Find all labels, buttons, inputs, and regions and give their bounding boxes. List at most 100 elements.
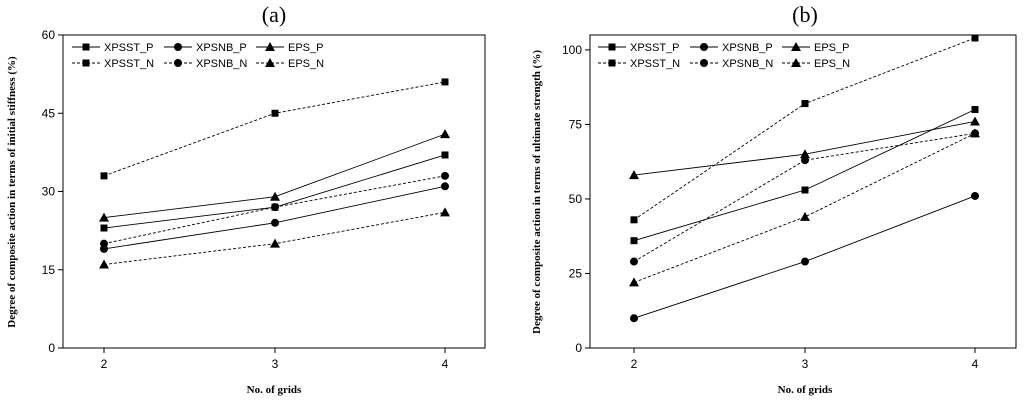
legend-marker	[174, 43, 182, 51]
y-tick-label: 45	[42, 106, 56, 120]
data-point	[270, 238, 280, 248]
y-axis-a: 0 15 30 45 60	[42, 28, 63, 355]
legend-item: XPSNB_P	[164, 42, 247, 54]
data-point	[100, 172, 108, 180]
x-tick-label: 3	[272, 357, 279, 371]
y-tick-label: 60	[42, 28, 56, 42]
plot-frame-b	[589, 34, 1017, 349]
legend-label: EPS_P	[814, 42, 849, 54]
legend-item: XPSST_N	[598, 58, 680, 70]
x-tick-label: 4	[972, 357, 979, 371]
legend-label: EPS_P	[288, 42, 323, 54]
legend-marker	[608, 59, 616, 67]
series-line	[633, 121, 976, 176]
x-axis-b: 2 3 4	[631, 348, 979, 371]
legend-item: EPS_P	[256, 42, 323, 54]
data-point	[629, 277, 639, 287]
data-point	[441, 171, 449, 180]
x-axis-title-b: No. of grids	[778, 384, 833, 396]
series-line	[633, 132, 976, 283]
legend-marker	[265, 58, 275, 67]
legend-marker	[82, 43, 90, 51]
y-tick-label: 50	[569, 192, 583, 206]
data-point	[970, 128, 980, 138]
y-tick-label: 0	[575, 341, 582, 355]
legend-label: XPSNB_N	[722, 58, 773, 70]
legend-marker	[82, 59, 90, 67]
legend-label: XPSST_P	[630, 42, 680, 54]
data-point	[100, 224, 108, 232]
data-point	[801, 257, 809, 266]
legend-label: EPS_N	[814, 58, 850, 70]
legend-a: XPSST_P XPSNB_P EPS_P XPSST_N XPSNB_N EPS_N	[72, 42, 324, 70]
series-line	[633, 109, 976, 242]
data-point	[271, 109, 279, 117]
y-axis-title-b: Degree of composite action in terms of u…	[531, 50, 543, 334]
data-point	[441, 151, 449, 159]
data-point	[800, 211, 810, 221]
x-tick-label: 4	[442, 357, 449, 371]
legend-item: EPS_P	[782, 42, 849, 54]
series-eps-n	[99, 207, 450, 269]
legend-item: EPS_N	[256, 58, 324, 70]
data-point	[630, 216, 638, 224]
data-point	[100, 239, 108, 248]
series-line	[103, 81, 446, 177]
y-tick-label: 30	[42, 185, 56, 199]
data-point	[800, 149, 810, 159]
series-xpsnb-p	[630, 191, 979, 323]
data-point	[971, 34, 979, 42]
data-point	[271, 218, 279, 227]
legend-marker	[265, 42, 275, 51]
data-point	[971, 106, 979, 114]
series-xpsnb-n	[630, 129, 979, 266]
data-point	[630, 257, 638, 266]
legend-label: XPSST_P	[104, 42, 154, 54]
legend-item: XPSST_N	[72, 58, 154, 70]
data-point	[801, 186, 809, 194]
legend-label: XPSNB_N	[196, 58, 247, 70]
data-point	[440, 129, 450, 139]
series-xpsst-n	[100, 78, 449, 180]
y-tick-label: 15	[42, 263, 56, 277]
y-tick-label: 100	[562, 43, 582, 57]
data-point	[441, 78, 449, 86]
legend-item: XPSNB_N	[164, 58, 247, 70]
data-point	[270, 191, 280, 201]
chart-panel-b: (b) 0 25 50 75 100 2 3 4 No. of grids Degree o…	[531, 2, 1017, 396]
data-point	[970, 116, 980, 126]
series-eps-p	[629, 116, 980, 180]
legend-label: EPS_N	[288, 58, 324, 70]
x-tick-label: 2	[631, 357, 638, 371]
legend-label: XPSST_N	[104, 58, 154, 70]
legend-item: XPSNB_P	[690, 42, 773, 54]
data-point	[441, 182, 449, 191]
x-tick-label: 3	[802, 357, 809, 371]
series-group-b	[629, 34, 980, 323]
data-point	[440, 207, 450, 217]
data-point	[629, 170, 639, 180]
data-point	[801, 156, 809, 165]
legend-item: XPSST_P	[72, 42, 154, 54]
legend-item: XPSNB_N	[690, 58, 773, 70]
legend-marker	[700, 43, 708, 51]
data-point	[99, 259, 109, 269]
data-point	[630, 237, 638, 245]
series-line	[633, 132, 976, 262]
data-point	[801, 100, 809, 108]
series-xpsst-p	[630, 106, 979, 245]
y-axis-b: 0 25 50 75 100	[562, 43, 590, 355]
legend-b: XPSST_P XPSNB_P EPS_P XPSST_N XPSNB_N EPS_N	[598, 42, 850, 70]
data-point	[99, 212, 109, 222]
series-line	[103, 175, 446, 245]
series-line	[103, 154, 446, 229]
series-xpsnb-n	[100, 171, 449, 248]
legend-item: EPS_N	[782, 58, 850, 70]
legend-marker	[791, 58, 801, 67]
series-group-a	[99, 78, 450, 269]
legend-label: XPSNB_P	[722, 42, 773, 54]
legend-label: XPSNB_P	[196, 42, 247, 54]
data-point	[971, 191, 979, 200]
chart-panel-a: (a) 0 15 30 45 60 2 3 4 No. of grids Degree of…	[6, 2, 486, 396]
